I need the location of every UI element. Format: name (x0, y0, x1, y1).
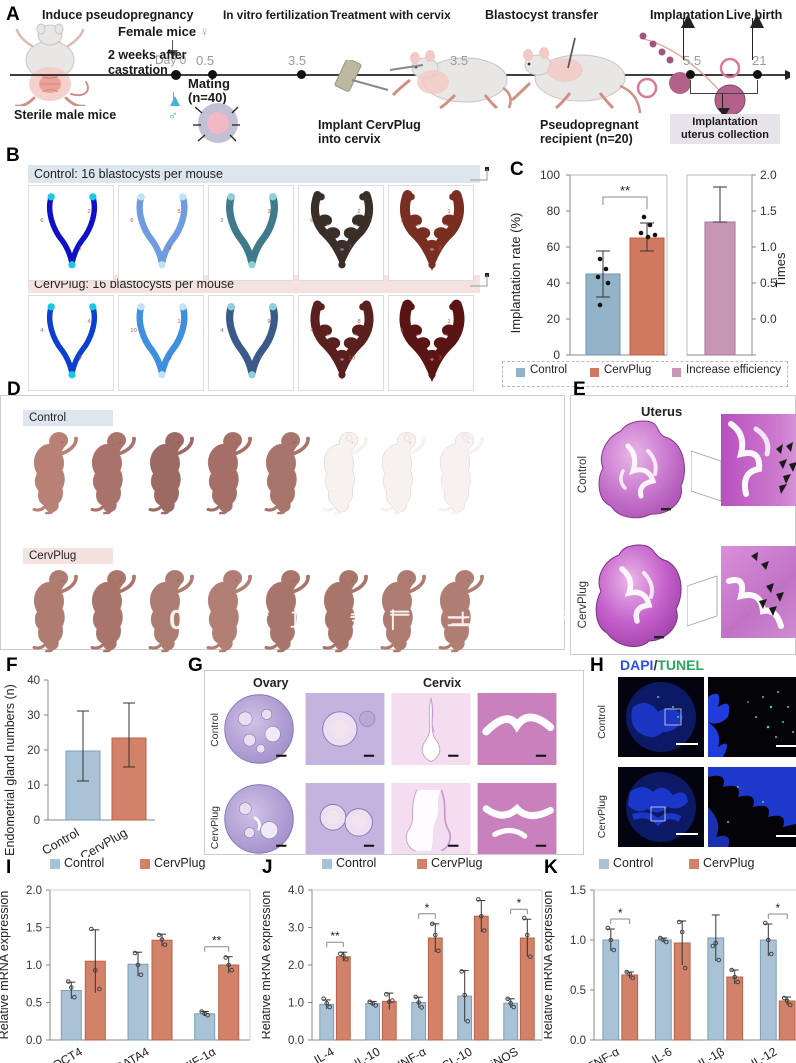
svg-text:0.0: 0.0 (26, 1035, 42, 1047)
svg-text:9: 9 (267, 319, 270, 325)
svg-text:80: 80 (547, 204, 561, 218)
svg-text:1: 1 (78, 245, 81, 251)
svg-text:IL-10: IL-10 (352, 1044, 383, 1063)
svg-text:IL-6: IL-6 (649, 1044, 674, 1063)
svg-text:IL-4: IL-4 (312, 1044, 337, 1063)
svg-text:10: 10 (130, 328, 137, 334)
svg-text:4.0: 4.0 (288, 885, 304, 897)
svg-text:30: 30 (27, 710, 40, 722)
svg-text:CXCL-10: CXCL-10 (425, 1044, 475, 1063)
svg-text:20: 20 (547, 312, 561, 326)
svg-text:0.0: 0.0 (570, 1035, 586, 1047)
svg-text:2: 2 (220, 218, 223, 224)
svg-text:0.5: 0.5 (570, 985, 586, 997)
svg-text:0.0: 0.0 (760, 312, 777, 326)
svg-text:6: 6 (130, 218, 134, 224)
svg-text:Relative mRNA expression: Relative mRNA expression (0, 891, 11, 1040)
svg-text:4: 4 (87, 319, 91, 325)
svg-text:2.0: 2.0 (26, 885, 42, 897)
svg-text:Endometrial gland numbers (n): Endometrial gland numbers (n) (3, 684, 17, 856)
svg-text:60: 60 (547, 240, 561, 254)
svg-text:1: 1 (400, 218, 403, 224)
svg-text:1.0: 1.0 (26, 960, 42, 972)
svg-text:*: * (775, 901, 780, 915)
svg-text:2: 2 (438, 245, 441, 251)
svg-text:7: 7 (348, 245, 351, 251)
svg-text:*: * (425, 901, 430, 915)
svg-text:7: 7 (258, 355, 261, 361)
svg-text:1.0: 1.0 (570, 935, 586, 947)
svg-text:1.0: 1.0 (288, 998, 304, 1010)
svg-text:100: 100 (540, 168, 560, 182)
svg-text:2: 2 (357, 209, 360, 215)
svg-text:10: 10 (348, 355, 355, 361)
svg-text:**: ** (330, 929, 340, 943)
svg-text:**: ** (212, 934, 222, 948)
svg-text:IL-1β: IL-1β (696, 1044, 727, 1063)
svg-text:4: 4 (40, 328, 44, 334)
svg-text:40: 40 (547, 276, 561, 290)
svg-text:10: 10 (27, 780, 40, 792)
svg-text:Relative mRNA expression: Relative mRNA expression (544, 891, 555, 1040)
svg-text:9: 9 (78, 355, 81, 361)
svg-text:40: 40 (27, 675, 40, 687)
svg-text:2.0: 2.0 (288, 960, 304, 972)
svg-text:HIF-1α: HIF-1α (179, 1044, 218, 1063)
svg-text:1.5: 1.5 (570, 885, 586, 897)
svg-text:20: 20 (27, 745, 40, 757)
svg-text:1.0: 1.0 (760, 240, 777, 254)
svg-text:0: 0 (34, 815, 40, 827)
svg-text:6: 6 (40, 218, 44, 224)
svg-text:1.5: 1.5 (26, 923, 42, 935)
svg-text:8: 8 (357, 319, 361, 325)
svg-text:9: 9 (168, 355, 171, 361)
svg-text:4: 4 (220, 328, 224, 334)
svg-text:TNF-α: TNF-α (585, 1044, 622, 1063)
svg-text:Times: Times (773, 252, 788, 287)
svg-text:Relative mRNA expression: Relative mRNA expression (262, 891, 273, 1040)
svg-text:02: 02 (169, 604, 200, 635)
svg-text:**: ** (620, 183, 630, 198)
svg-text:2: 2 (87, 209, 90, 215)
svg-text:3.0: 3.0 (288, 923, 304, 935)
svg-text:IL-12: IL-12 (749, 1044, 780, 1063)
svg-text:1: 1 (177, 319, 180, 325)
svg-text:*: * (618, 906, 623, 920)
svg-text:0: 0 (553, 348, 560, 362)
svg-text:Implantation rate (%): Implantation rate (%) (508, 213, 523, 334)
svg-text:2: 2 (258, 245, 261, 251)
svg-text:GATA4: GATA4 (112, 1044, 152, 1063)
svg-text:*: * (517, 896, 522, 910)
svg-text:0.5: 0.5 (26, 998, 42, 1010)
svg-text:INF-α: INF-α (395, 1044, 428, 1063)
svg-text:Control: Control (40, 825, 82, 857)
svg-text:iNOS: iNOS (489, 1044, 521, 1063)
svg-text:OCT4: OCT4 (50, 1044, 85, 1063)
svg-text:0.0: 0.0 (288, 1035, 304, 1047)
svg-text:1.5: 1.5 (760, 204, 777, 218)
svg-text:2.0: 2.0 (760, 168, 777, 182)
